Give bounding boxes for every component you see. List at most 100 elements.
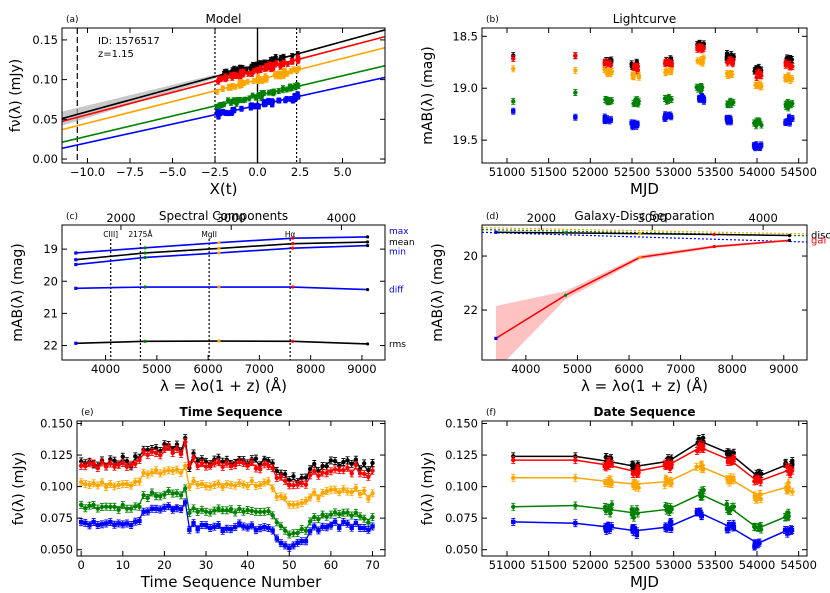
data-point (271, 66, 276, 71)
lightcurve-point (753, 83, 759, 88)
component-line-diff (75, 286, 368, 291)
time-sequence-point (187, 527, 192, 533)
time-sequence-point (245, 525, 250, 530)
time-sequence-point (349, 525, 354, 530)
time-sequence-point (224, 461, 230, 466)
time-sequence-point (149, 449, 155, 455)
y-tick-label: 22 (43, 339, 58, 353)
date-sequence-point (573, 457, 578, 463)
time-sequence-point (112, 484, 117, 489)
time-sequence-point (316, 473, 321, 478)
time-sequence-point (216, 459, 221, 465)
time-sequence-point (287, 483, 292, 488)
component-point (494, 230, 498, 234)
x-tick-label: 54000 (739, 165, 776, 179)
date-sequence-point (607, 511, 613, 516)
time-sequence-point (370, 468, 375, 473)
x-tick-label: 51000 (489, 165, 526, 179)
time-sequence-point (307, 473, 313, 478)
component-point (563, 231, 568, 235)
date-sequence-point (603, 454, 609, 460)
time-sequence-point (187, 484, 192, 490)
time-sequence-point (108, 461, 113, 466)
time-sequence-point (274, 520, 279, 525)
time-sequence-point (174, 446, 180, 452)
component-point (365, 243, 370, 248)
time-sequence-point (320, 524, 325, 529)
panel-label: (b) (486, 15, 499, 25)
date-sequence-point (635, 511, 640, 516)
component-point (217, 241, 221, 245)
component-point (563, 293, 568, 297)
time-sequence-point (324, 525, 329, 530)
component-point (217, 246, 221, 251)
lightcurve-point (754, 142, 759, 147)
date-sequence-point (785, 512, 790, 517)
x-tick-label: 6000 (193, 362, 222, 376)
date-sequence-line-blue (513, 512, 789, 545)
data-point (241, 72, 246, 77)
component-point (291, 246, 295, 250)
time-sequence-point (357, 471, 363, 476)
time-sequence-point (166, 503, 171, 509)
chart-title: Model (205, 12, 241, 26)
y-tick-label: 0.125 (40, 448, 73, 462)
lightcurve-point (725, 60, 730, 66)
time-sequence-point (320, 512, 325, 517)
time-sequence-point (95, 506, 101, 511)
time-sequence-point (145, 472, 150, 477)
lightcurve-point (724, 71, 730, 76)
time-sequence-point (307, 519, 313, 524)
time-sequence-point (241, 482, 246, 487)
time-sequence-point (232, 510, 238, 515)
date-sequence-point (511, 504, 516, 509)
date-sequence-point (726, 521, 732, 527)
time-sequence-point (245, 463, 250, 469)
time-sequence-point (299, 526, 304, 532)
data-point (284, 71, 290, 77)
time-sequence-point (187, 462, 192, 467)
time-sequence-point (191, 455, 196, 460)
date-sequence-point (664, 477, 669, 483)
lightcurve-point (754, 75, 759, 80)
x-tick-label: 4000 (91, 362, 120, 376)
time-sequence-point (158, 507, 163, 512)
time-sequence-point (137, 457, 142, 463)
plot-frame (61, 224, 386, 361)
time-sequence-point (287, 502, 292, 507)
date-sequence-point (757, 491, 763, 497)
time-sequence-point (116, 507, 121, 513)
data-point (256, 78, 261, 84)
time-sequence-point (366, 474, 371, 480)
lightcurve-point (663, 112, 668, 117)
data-point (215, 105, 220, 110)
time-sequence-point (353, 485, 359, 491)
time-sequence-point (349, 461, 354, 467)
time-sequence-point (299, 475, 304, 480)
lightcurve-point (789, 76, 795, 81)
component-point (494, 336, 498, 340)
lightcurve-point (511, 56, 516, 61)
time-sequence-point (361, 488, 367, 494)
time-sequence-point (149, 490, 155, 495)
time-sequence-point (170, 468, 175, 474)
time-sequence-point (370, 514, 375, 520)
date-sequence-point (634, 469, 640, 475)
lightcurve-point (728, 117, 733, 122)
time-sequence-point (282, 495, 288, 500)
date-sequence-point (630, 525, 635, 531)
time-sequence-point (212, 508, 217, 513)
time-sequence-point (183, 486, 188, 491)
x-tick-label: 7000 (666, 362, 695, 376)
time-sequence-point (145, 452, 150, 458)
time-sequence-point (103, 464, 109, 469)
lightcurve-point (787, 62, 792, 67)
time-sequence-point (312, 514, 317, 520)
time-sequence-point (341, 487, 346, 492)
time-sequence-point (295, 502, 300, 507)
data-point (248, 66, 253, 71)
plot-frame (481, 27, 808, 164)
component-point (638, 232, 642, 236)
chart-panel-b: 51000 51500 52000 52500 53000 53500 54000 54500… (420, 12, 817, 198)
